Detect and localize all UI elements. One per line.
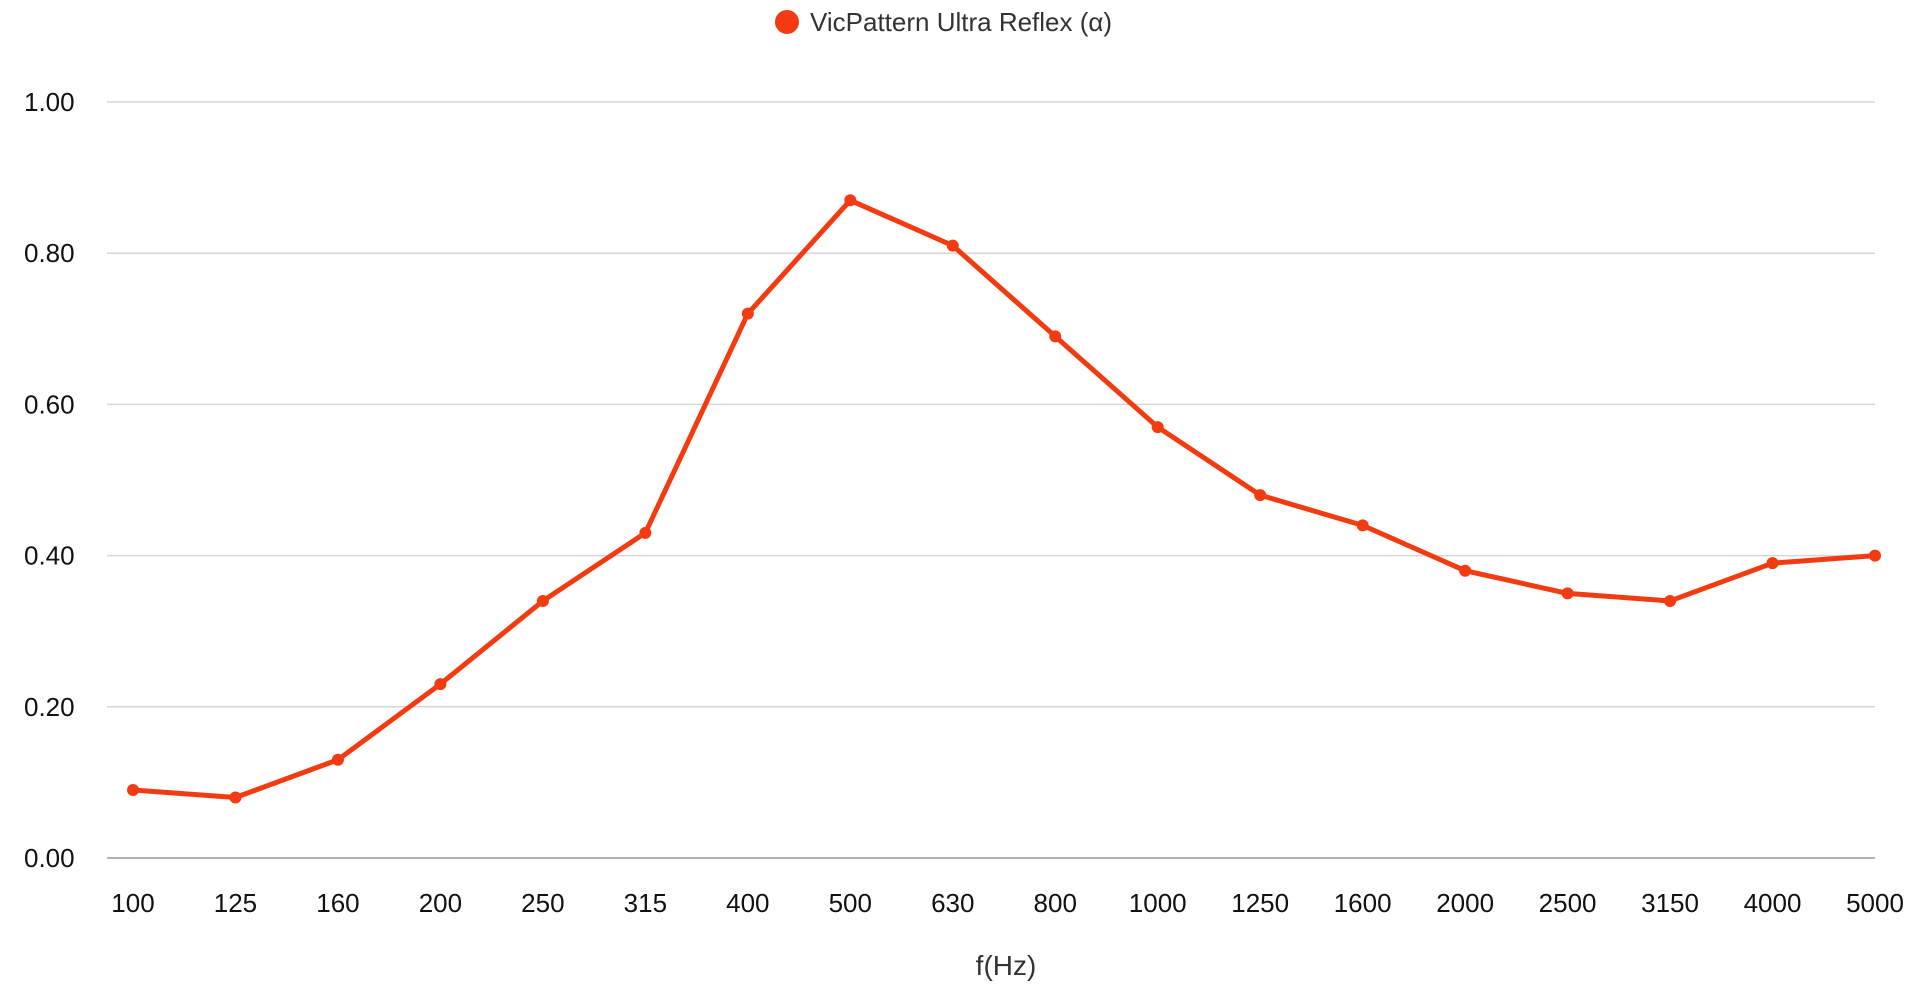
data-point[interactable]: [331, 753, 344, 766]
y-tick-label: 1.00: [24, 87, 75, 117]
data-point[interactable]: [536, 594, 549, 607]
data-point[interactable]: [741, 307, 754, 320]
data-point[interactable]: [1561, 587, 1574, 600]
x-tick-label: 250: [521, 888, 564, 918]
x-tick-label: 2500: [1539, 888, 1597, 918]
x-tick-label: 1000: [1129, 888, 1187, 918]
data-point[interactable]: [946, 239, 959, 252]
data-point[interactable]: [229, 791, 242, 804]
x-tick-label: 400: [726, 888, 769, 918]
x-tick-label: 125: [214, 888, 257, 918]
x-tick-label: 1600: [1334, 888, 1392, 918]
y-axis: 0.00 0.20 0.40 0.60 0.80 1.00: [24, 87, 75, 873]
x-axis: 100 125 160 200 250 315 400 500 630 800 1000 1250 16…: [111, 888, 1904, 918]
x-tick-label: 2000: [1436, 888, 1494, 918]
legend-marker-icon: [775, 10, 799, 34]
data-point[interactable]: [1766, 557, 1779, 570]
data-point[interactable]: [127, 783, 139, 796]
x-tick-label: 100: [111, 888, 154, 918]
y-tick-label: 0.00: [24, 843, 75, 873]
y-tick-label: 0.80: [24, 238, 75, 268]
grid: [107, 101, 1875, 859]
x-tick-label: 1250: [1231, 888, 1289, 918]
y-tick-label: 0.20: [24, 692, 75, 722]
x-tick-label: 160: [316, 888, 359, 918]
data-point[interactable]: [1049, 330, 1062, 343]
data-point[interactable]: [434, 678, 447, 691]
data-point[interactable]: [639, 526, 652, 539]
x-tick-label: 200: [419, 888, 462, 918]
data-point[interactable]: [1869, 549, 1881, 562]
y-tick-label: 0.40: [24, 541, 75, 571]
legend[interactable]: VicPattern Ultra Reflex (α): [775, 7, 1112, 37]
x-axis-title: f(Hz): [976, 950, 1037, 981]
data-point[interactable]: [844, 194, 857, 207]
data-point[interactable]: [1356, 519, 1369, 532]
x-tick-label: 3150: [1641, 888, 1699, 918]
x-tick-label: 630: [931, 888, 974, 918]
series: [127, 194, 1881, 804]
x-tick-label: 315: [624, 888, 667, 918]
data-point[interactable]: [1254, 489, 1267, 502]
data-point[interactable]: [1459, 564, 1472, 577]
y-tick-label: 0.60: [24, 389, 75, 419]
x-tick-label: 500: [829, 888, 872, 918]
series-line: [130, 197, 1878, 801]
legend-label: VicPattern Ultra Reflex (α): [810, 7, 1112, 37]
x-tick-label: 4000: [1744, 888, 1802, 918]
data-point[interactable]: [1151, 421, 1164, 434]
x-tick-label: 800: [1034, 888, 1077, 918]
x-tick-label: 5000: [1846, 888, 1904, 918]
data-point[interactable]: [1664, 594, 1677, 607]
